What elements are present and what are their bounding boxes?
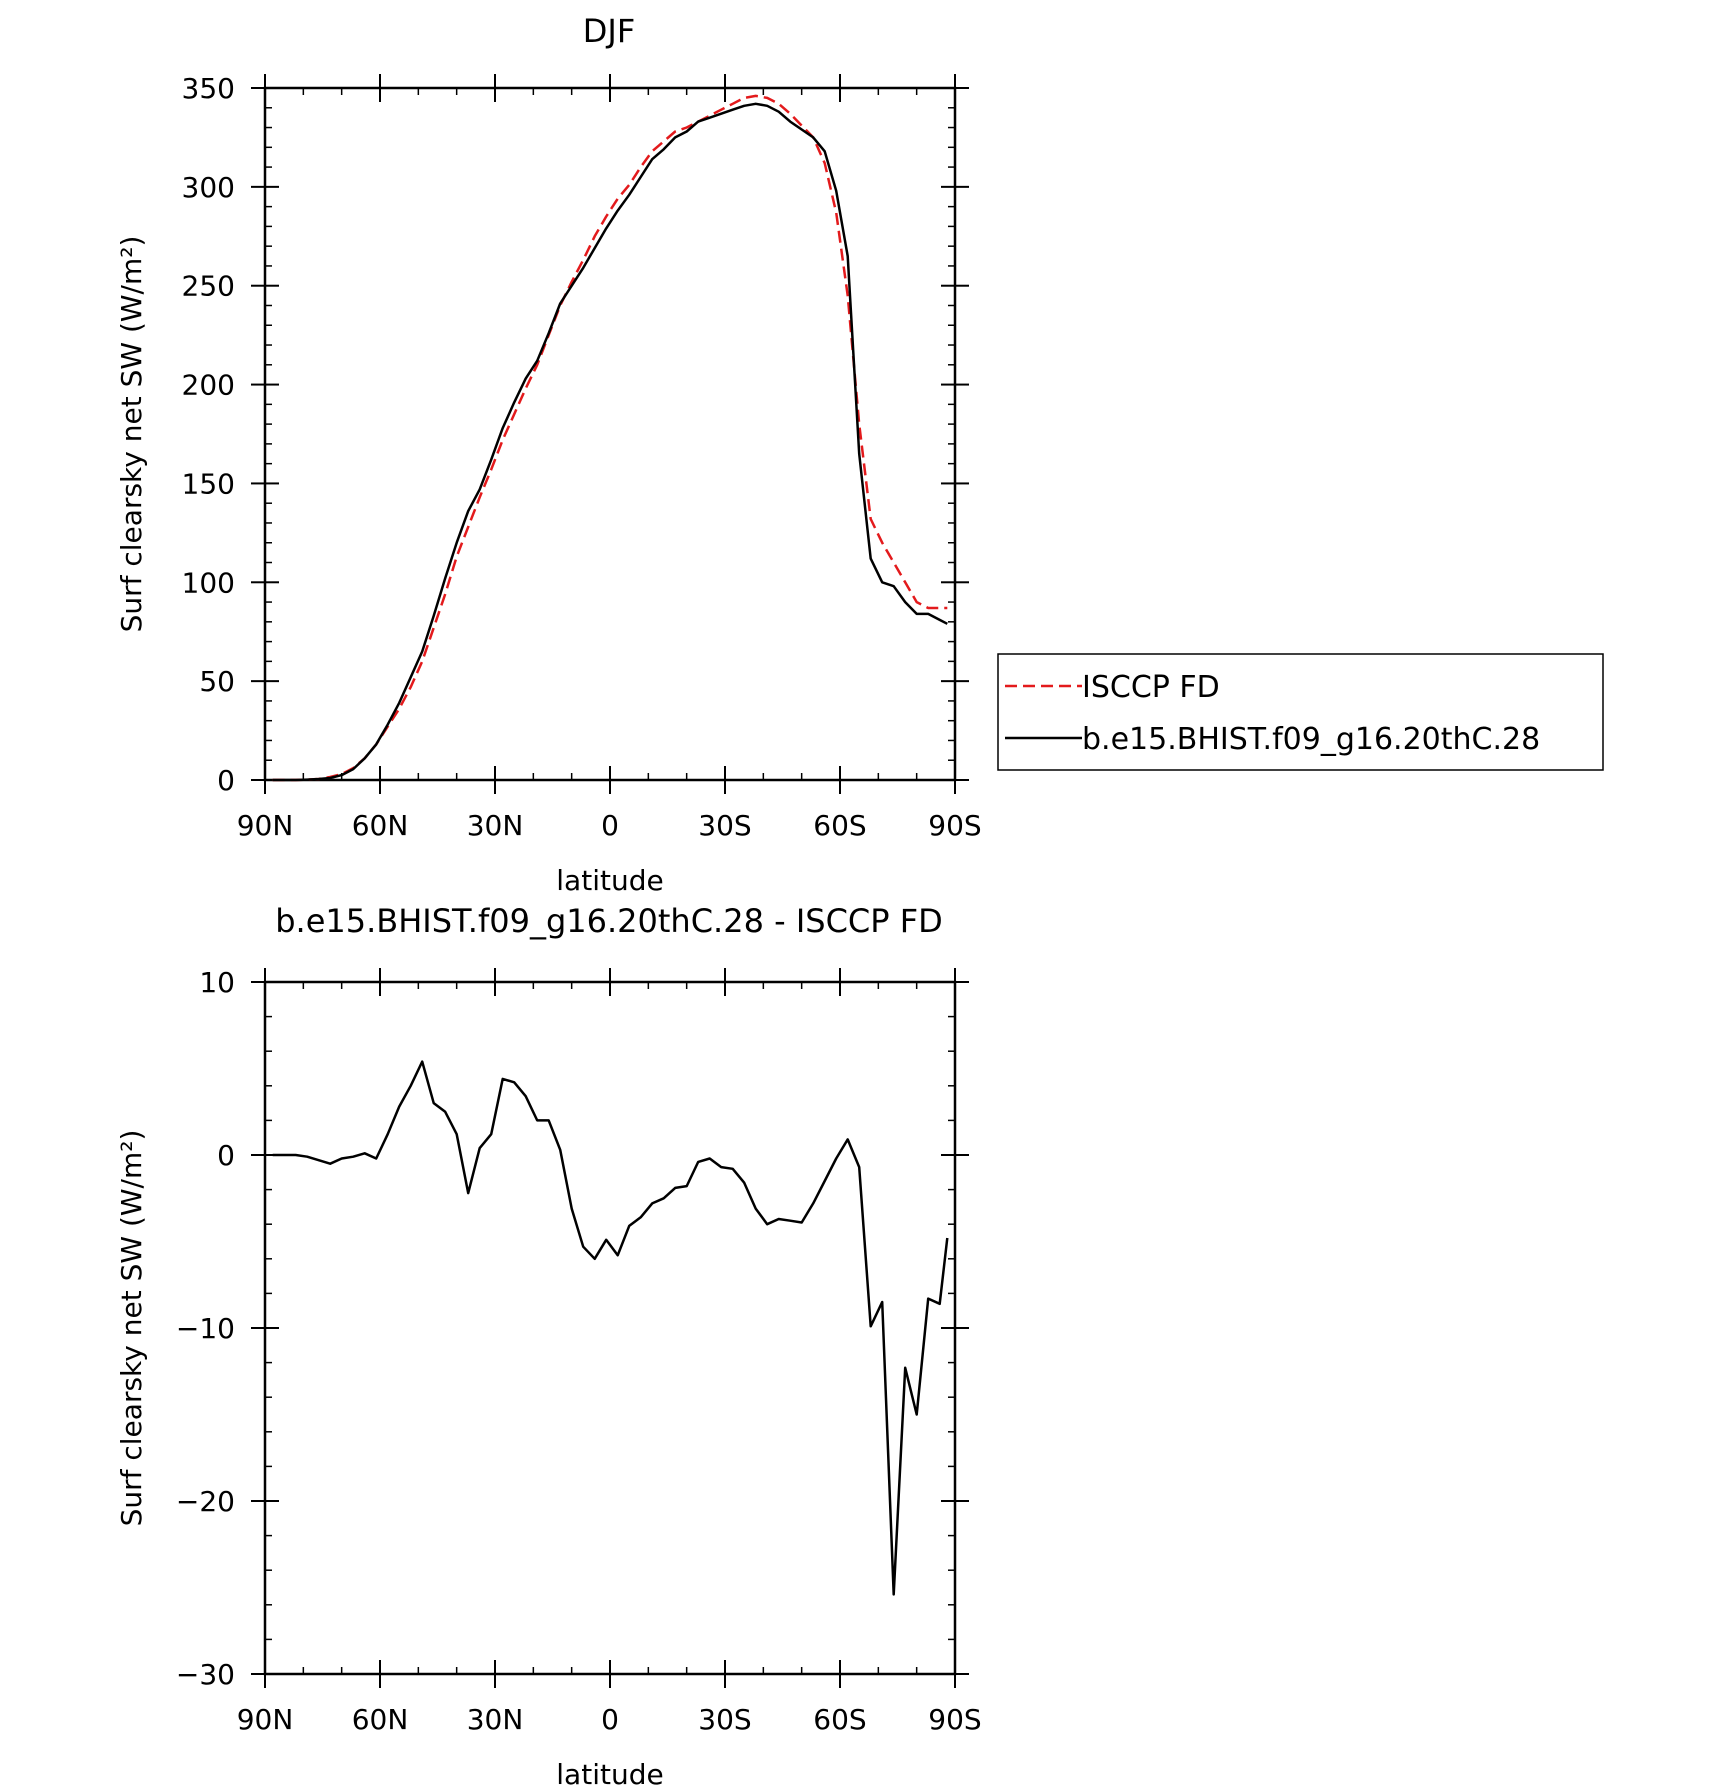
top-x-axis-label: latitude bbox=[556, 864, 663, 897]
bottom-y-axis-label: Surf clearsky net SW (W/m²) bbox=[115, 1130, 148, 1527]
bottom-chart-title: b.e15.BHIST.f09_g16.20thC.28 - ISCCP FD bbox=[275, 902, 943, 940]
bottom-x-tick-label: 0 bbox=[601, 1703, 619, 1736]
legend-label-model: b.e15.BHIST.f09_g16.20thC.28 bbox=[1082, 722, 1540, 757]
top-x-tick-label: 90S bbox=[928, 809, 981, 842]
top-y-tick-label: 50 bbox=[199, 665, 235, 698]
bottom-plot-frame bbox=[263, 980, 957, 1676]
top-plot-frame bbox=[263, 86, 957, 782]
top-series-layer bbox=[272, 94, 948, 782]
bottom-x-tick-label: 60N bbox=[352, 1703, 409, 1736]
bottom-x-tick-label: 30S bbox=[698, 1703, 751, 1736]
top-x-tick-label: 60S bbox=[813, 809, 866, 842]
legend-label-isccp: ISCCP FD bbox=[1082, 670, 1220, 705]
bottom-panel: b.e15.BHIST.f09_g16.20thC.28 - ISCCP FD … bbox=[115, 902, 982, 1789]
legend-box bbox=[997, 653, 1604, 771]
bottom-series-layer bbox=[272, 1060, 949, 1596]
top-chart-title: DJF bbox=[583, 12, 635, 50]
bottom-y-tick-label: 10 bbox=[199, 966, 235, 999]
top-y-tick-label: 0 bbox=[217, 764, 235, 797]
bottom-axis-ticks: 90N 60N 30N 0 30S 60S 90S 10 0 −10 −20 −30 bbox=[176, 966, 982, 1736]
legend: ISCCP FD b.e15.BHIST.f09_g16.20thC.28 bbox=[997, 653, 1604, 771]
top-axis-ticks: 90N 60N 30N 0 30S 60S 90S 0 50 100 150 200 250 300 350 bbox=[182, 72, 982, 842]
top-x-tick-label: 90N bbox=[237, 809, 294, 842]
top-y-tick-label: 250 bbox=[182, 270, 235, 303]
top-y-tick-label: 100 bbox=[182, 566, 235, 599]
bottom-y-tick-label: −20 bbox=[176, 1485, 235, 1518]
bottom-x-tick-label: 90N bbox=[237, 1703, 294, 1736]
top-y-tick-label: 350 bbox=[182, 72, 235, 105]
top-y-tick-label: 150 bbox=[182, 467, 235, 500]
top-panel: DJF 90N 60N 30N 0 30S 60S 90S 0 50 100 150 200 250 30… bbox=[115, 12, 982, 897]
top-y-axis-label: Surf clearsky net SW (W/m²) bbox=[115, 236, 148, 633]
bottom-x-axis-label: latitude bbox=[556, 1758, 663, 1789]
top-x-tick-label: 30N bbox=[467, 809, 524, 842]
bottom-y-tick-label: −10 bbox=[176, 1312, 235, 1345]
top-y-tick-label: 200 bbox=[182, 369, 235, 402]
top-series-line-model bbox=[272, 102, 948, 782]
bottom-x-tick-label: 90S bbox=[928, 1703, 981, 1736]
top-y-tick-label: 300 bbox=[182, 171, 235, 204]
top-series-line-isccp bbox=[272, 94, 948, 782]
bottom-series-line-difference bbox=[272, 1060, 949, 1596]
bottom-x-tick-label: 30N bbox=[467, 1703, 524, 1736]
bottom-y-tick-label: −30 bbox=[176, 1658, 235, 1691]
bottom-y-tick-label: 0 bbox=[217, 1139, 235, 1172]
top-x-tick-label: 0 bbox=[601, 809, 619, 842]
top-x-tick-label: 30S bbox=[698, 809, 751, 842]
bottom-x-tick-label: 60S bbox=[813, 1703, 866, 1736]
top-x-tick-label: 60N bbox=[352, 809, 409, 842]
